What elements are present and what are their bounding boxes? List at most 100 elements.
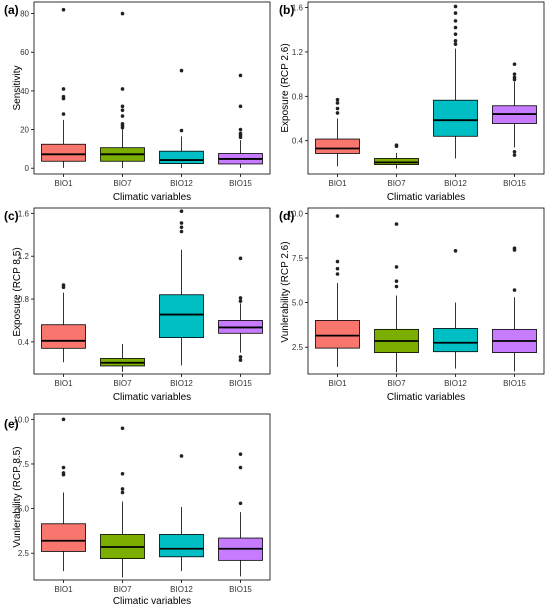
- outlier-point: [179, 221, 184, 225]
- box-bio12: [159, 534, 204, 558]
- outlier-point: [179, 128, 184, 133]
- box-bio1: [41, 143, 86, 162]
- y-tick-label: 7.5: [292, 254, 304, 263]
- outlier-point: [394, 279, 399, 283]
- outlier-point: [120, 490, 125, 495]
- outlier-point: [238, 104, 243, 109]
- panel-a-marks: 0 20 40 60 80 BIO1 BIO7 BIO12 BIO15: [20, 7, 263, 188]
- panel-c-plot-frame: [33, 207, 271, 375]
- outlier-point: [120, 426, 125, 431]
- outlier-point: [335, 106, 340, 111]
- x-tick-label: BIO7: [387, 179, 406, 188]
- x-tick-label: BIO15: [503, 179, 526, 188]
- outlier-point: [453, 32, 458, 36]
- outlier-point: [335, 111, 340, 115]
- outlier-point: [512, 62, 517, 66]
- x-tick-label: BIO15: [229, 585, 252, 594]
- y-tick-label: 40: [20, 87, 29, 96]
- y-tick-label: 0.8: [18, 295, 30, 304]
- box-bio12: [433, 328, 478, 353]
- outlier-point: [120, 114, 125, 118]
- box-bio1: [41, 523, 86, 552]
- panel-b: (b) Exposure (RCP 2.6) Climatic variable…: [279, 1, 545, 203]
- panel-d-xlabel: Climatic variables: [387, 392, 465, 403]
- y-tick-label: 0.4: [18, 338, 30, 347]
- outlier-point: [120, 487, 125, 491]
- outlier-point: [179, 229, 184, 234]
- box-bio1: [41, 324, 86, 349]
- outlier-point: [238, 299, 243, 303]
- outlier-point: [512, 288, 517, 292]
- y-tick-label: 2.5: [292, 343, 304, 352]
- panel-e-xlabel: Climatic variables: [113, 596, 191, 607]
- outlier-point: [61, 465, 66, 470]
- x-tick-label: BIO7: [113, 585, 132, 594]
- y-tick-label: 20: [20, 126, 29, 135]
- panel-e-marks: 2.5 5.0 7.5 10.0 BIO1 BIO7 BIO12 BIO15: [13, 415, 263, 594]
- outlier-point: [453, 42, 458, 46]
- panel-b-plot-frame: [307, 1, 545, 175]
- panel-a-letter: (a): [4, 3, 19, 17]
- outlier-point: [453, 19, 458, 23]
- outlier-point: [61, 112, 66, 116]
- outlier-point: [120, 108, 125, 113]
- outlier-point: [120, 104, 125, 109]
- y-tick-label: 1.2: [18, 252, 30, 261]
- x-tick-label: BIO1: [54, 585, 73, 594]
- outlier-point: [179, 454, 184, 458]
- outlier-point: [238, 256, 243, 261]
- outlier-point: [394, 222, 399, 226]
- outlier-point: [120, 471, 125, 476]
- y-tick-label: 0.8: [292, 92, 304, 101]
- outlier-point: [238, 296, 243, 300]
- panel-e-ylabel: Vunlerability (RCP 8.5): [12, 446, 23, 547]
- outlier-point: [61, 471, 66, 475]
- x-tick-label: BIO1: [328, 179, 347, 188]
- outlier-point: [238, 358, 243, 362]
- outlier-point: [61, 417, 66, 422]
- y-tick-label: 60: [20, 48, 29, 57]
- x-tick-label: BIO7: [113, 179, 132, 188]
- panel-a-ylabel: Sensitivity: [12, 65, 23, 110]
- x-tick-label: BIO12: [170, 585, 193, 594]
- panel-d-ylabel: Vunlerability (RCP 2.6): [280, 241, 291, 342]
- x-tick-label: BIO1: [54, 379, 73, 388]
- panel-a-xlabel: Climatic variables: [113, 192, 191, 203]
- outlier-point: [394, 143, 399, 147]
- outlier-point: [238, 131, 243, 136]
- box-bio12: [433, 99, 478, 137]
- outlier-point: [335, 97, 340, 102]
- box-bio12: [159, 294, 204, 338]
- outlier-point: [512, 72, 517, 76]
- y-tick-label: 0.4: [292, 137, 304, 146]
- outlier-point: [238, 73, 243, 78]
- outlier-point: [512, 153, 517, 157]
- y-tick-label: 1.6: [292, 4, 304, 13]
- panel-c-marks: 0.4 0.8 1.2 1.6 BIO1 BIO7 BIO12 BIO15: [18, 209, 263, 388]
- outlier-point: [179, 68, 184, 73]
- outlier-point: [120, 11, 125, 16]
- x-tick-label: BIO7: [387, 379, 406, 388]
- outlier-point: [512, 150, 517, 154]
- panel-b-letter: (b): [279, 3, 294, 17]
- outlier-point: [238, 452, 243, 456]
- outlier-point: [179, 209, 184, 214]
- outlier-point: [238, 501, 243, 506]
- panel-c: (c) Exposure (RCP 8.5) Climatic variable…: [4, 207, 271, 403]
- x-tick-label: BIO15: [229, 379, 252, 388]
- panel-c-ylabel: Exposure (RCP 8.5): [12, 247, 23, 336]
- outlier-point: [335, 272, 340, 276]
- x-tick-label: BIO7: [113, 379, 132, 388]
- panel-b-xlabel: Climatic variables: [387, 192, 465, 203]
- y-tick-label: 10.0: [13, 415, 29, 424]
- y-tick-label: 10.0: [287, 209, 303, 218]
- box-bio1: [315, 138, 360, 154]
- panel-a-plot-frame: [33, 1, 271, 175]
- box-bio1: [315, 320, 360, 349]
- outlier-point: [335, 259, 340, 264]
- outlier-point: [512, 75, 517, 80]
- outlier-point: [335, 266, 340, 271]
- outlier-point: [238, 127, 243, 132]
- x-tick-label: BIO1: [328, 379, 347, 388]
- x-tick-label: BIO12: [170, 179, 193, 188]
